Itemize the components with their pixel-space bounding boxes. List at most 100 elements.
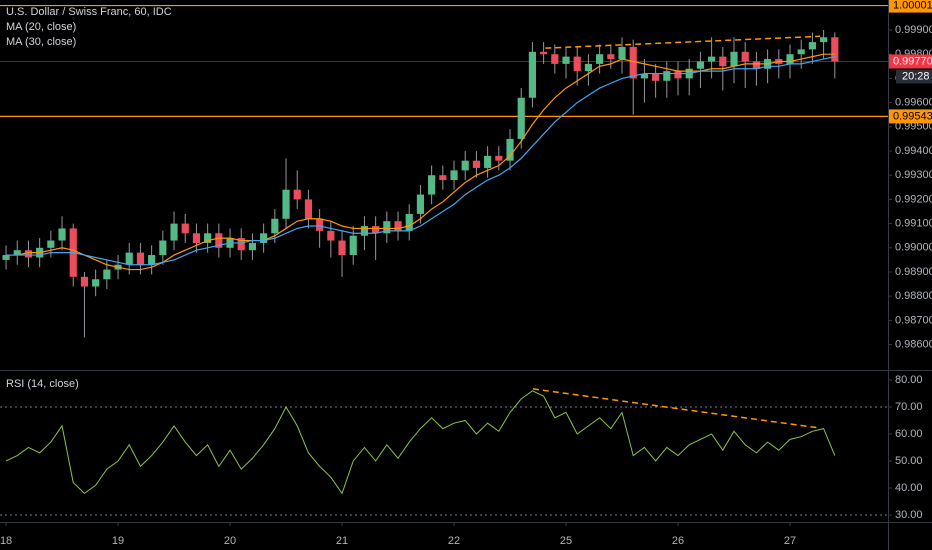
candle-body	[92, 279, 100, 287]
candle-body	[271, 218, 279, 234]
candle-body	[159, 240, 167, 256]
y-tick-label: 0.99900	[895, 24, 932, 36]
candle-body	[517, 97, 525, 139]
candle-body	[652, 73, 660, 81]
ma-line	[6, 53, 835, 271]
candle-body	[674, 71, 682, 79]
y-tick-label: 40.00	[895, 482, 923, 494]
candle-body	[204, 233, 212, 243]
candle-body	[472, 160, 481, 168]
x-tick-label: 27	[784, 535, 796, 547]
y-tick-label: 70.00	[895, 401, 923, 413]
candle-body	[2, 255, 10, 260]
y-tick-label: 50.00	[895, 455, 923, 467]
x-tick-label: 20	[224, 535, 236, 547]
price-badge-label: 1.00001	[893, 0, 932, 11]
candle-body	[708, 56, 716, 62]
candle-body	[327, 230, 335, 241]
candle-body	[663, 71, 671, 81]
x-tick-label: 21	[336, 535, 348, 547]
candle-body	[215, 233, 223, 248]
legend-entry: MA (30, close)	[6, 36, 76, 48]
candle-body	[316, 218, 324, 231]
candle-body	[752, 61, 760, 69]
candle-body	[338, 240, 346, 256]
price-badge	[889, 0, 932, 13]
candle-body	[786, 54, 794, 64]
y-tick-label: 0.99200	[895, 193, 932, 205]
x-tick-label: 25	[560, 535, 572, 547]
candle-body	[248, 242, 257, 251]
x-tick-label: 18	[0, 535, 12, 547]
chart-title: U.S. Dollar / Swiss Franc, 60, IDC	[6, 6, 172, 18]
candle-body	[405, 213, 413, 231]
candle-body	[484, 155, 492, 168]
candle-body	[584, 63, 592, 72]
candle-body	[237, 238, 245, 251]
y-tick-label: 80.00	[895, 374, 923, 386]
x-tick-label: 22	[448, 535, 460, 547]
candle-body	[696, 61, 704, 69]
candle-body	[528, 51, 537, 98]
countdown-label: 20:28	[902, 70, 930, 82]
candle-body	[24, 250, 33, 258]
candle-body	[461, 160, 469, 171]
candle-body	[349, 235, 357, 256]
candle-body	[360, 226, 369, 236]
candle-body	[170, 223, 178, 241]
y-tick-label: 60.00	[895, 428, 923, 440]
candle-body	[13, 250, 21, 256]
trend-line	[545, 35, 821, 49]
candle-body	[607, 54, 615, 60]
candle-body	[372, 226, 380, 234]
y-tick-label: 0.99000	[895, 242, 932, 254]
y-tick-label: 0.98600	[895, 338, 932, 350]
candle-body	[719, 56, 727, 67]
candle-body	[192, 233, 201, 243]
candle-body	[304, 199, 313, 219]
candle-body	[450, 170, 458, 181]
rsi-line	[5, 390, 836, 495]
candle-body	[495, 155, 503, 161]
candle-body	[260, 233, 268, 243]
candle-body	[416, 194, 425, 214]
candle-body	[428, 175, 436, 195]
price-badge-label: 0.99543	[893, 110, 932, 122]
candle-body	[808, 42, 816, 50]
y-tick-label: 0.99600	[895, 97, 932, 109]
x-tick-label: 26	[672, 535, 684, 547]
candle-body	[730, 51, 738, 67]
trend-line	[532, 388, 821, 429]
candle-body	[125, 252, 133, 265]
candle-body	[293, 189, 301, 200]
y-tick-label: 0.98900	[895, 266, 932, 278]
last-price-badge-label: 0.99770	[893, 55, 932, 67]
candle-body	[282, 189, 290, 219]
y-tick-label: 0.98800	[895, 290, 932, 302]
candle-body	[596, 54, 604, 64]
rsi-title: RSI (14, close)	[6, 378, 79, 390]
candle-body	[629, 46, 637, 79]
candle-body	[618, 46, 626, 60]
ma-line	[6, 56, 835, 266]
candle-body	[573, 56, 581, 72]
candle-body	[741, 51, 749, 62]
candle-body	[797, 49, 805, 55]
candle-body	[47, 240, 55, 248]
candle-body	[58, 228, 66, 241]
legend-entry: MA (20, close)	[6, 21, 76, 33]
price-badge	[889, 109, 932, 124]
y-tick-label: 0.98700	[895, 314, 932, 326]
candle-body	[562, 56, 570, 64]
candle-body	[383, 221, 391, 234]
candle-body	[394, 221, 402, 231]
y-tick-label: 30.00	[895, 509, 923, 521]
y-tick-label: 0.99300	[895, 169, 932, 181]
candle-body	[148, 255, 156, 265]
candle-body	[80, 276, 89, 287]
y-tick-label: 0.99100	[895, 218, 932, 230]
candle-body	[136, 252, 145, 265]
